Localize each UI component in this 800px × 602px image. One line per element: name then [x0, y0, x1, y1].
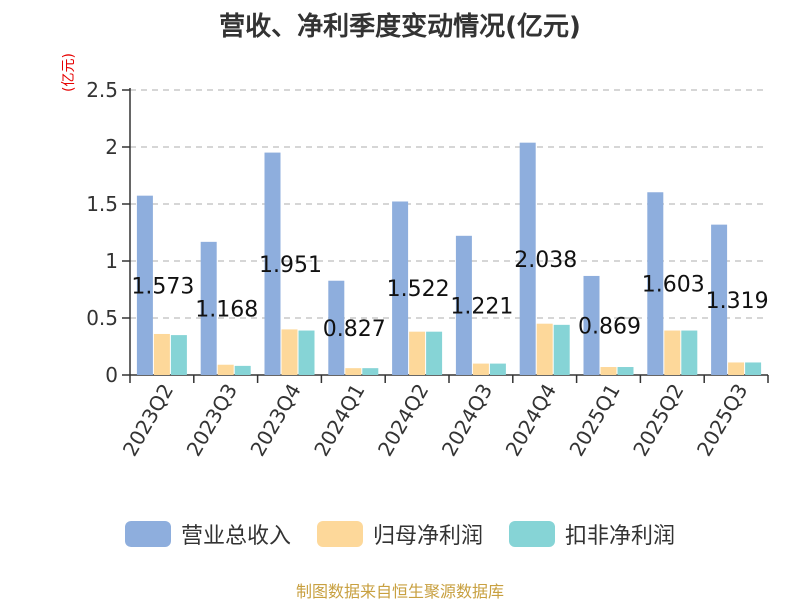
- y-tick-label: 1: [105, 249, 118, 273]
- bar-revenue[interactable]: [200, 241, 217, 375]
- bar-deducted-net-profit[interactable]: [617, 367, 634, 375]
- y-tick-label: 0.5: [86, 306, 118, 330]
- x-tick-label: 2025Q3: [692, 380, 752, 461]
- legend-swatch-deducted-net-profit: [509, 521, 555, 547]
- bar-revenue[interactable]: [583, 275, 600, 375]
- x-tick-label: 2024Q3: [437, 380, 497, 461]
- bar-parent-net-profit[interactable]: [345, 368, 362, 375]
- legend-swatch-revenue: [124, 521, 171, 547]
- bar-deducted-net-profit[interactable]: [489, 363, 506, 375]
- y-tick-label: 1.5: [86, 192, 118, 216]
- bar-parent-net-profit[interactable]: [600, 367, 617, 375]
- data-label-revenue: 1.573: [131, 274, 194, 299]
- bar-deducted-net-profit[interactable]: [362, 368, 379, 375]
- legend-item-deducted-net-profit[interactable]: 扣非净利润: [509, 518, 675, 550]
- bar-parent-net-profit[interactable]: [664, 330, 681, 375]
- bar-parent-net-profit[interactable]: [153, 333, 170, 375]
- chart-title: 营收、净利季度变动情况(亿元): [219, 12, 581, 42]
- legend-label-parent-net-profit: 归母净利润: [372, 524, 483, 549]
- bar-revenue[interactable]: [647, 192, 664, 375]
- bar-revenue[interactable]: [392, 201, 409, 375]
- y-tick-label: 2: [105, 135, 118, 159]
- data-label-revenue: 0.869: [578, 314, 641, 339]
- x-tick-label: 2025Q1: [564, 380, 624, 461]
- bar-parent-net-profit[interactable]: [281, 329, 298, 375]
- bar-revenue[interactable]: [136, 195, 153, 375]
- bar-parent-net-profit[interactable]: [536, 323, 553, 375]
- bar-parent-net-profit[interactable]: [217, 364, 234, 375]
- legend-item-parent-net-profit[interactable]: 归母净利润: [316, 518, 483, 550]
- legend-label-deducted-net-profit: 扣非净利润: [565, 524, 676, 549]
- legend-swatch-parent-net-profit: [316, 521, 363, 547]
- x-tick-label: 2023Q2: [118, 380, 178, 461]
- bar-deducted-net-profit[interactable]: [426, 331, 443, 375]
- data-label-revenue: 0.827: [323, 317, 386, 342]
- bar-parent-net-profit[interactable]: [409, 331, 426, 375]
- chart-legend: 营业总收入 归母净利润 扣非净利润: [0, 518, 800, 550]
- bar-deducted-net-profit[interactable]: [170, 335, 187, 375]
- data-label-revenue: 1.319: [706, 289, 769, 314]
- bar-deducted-net-profit[interactable]: [745, 362, 762, 375]
- x-tick-label: 2025Q2: [628, 380, 688, 461]
- x-tick-label: 2024Q4: [501, 380, 561, 461]
- bar-parent-net-profit[interactable]: [728, 362, 745, 375]
- data-label-revenue: 1.603: [642, 273, 705, 298]
- data-source-note: 制图数据来自恒生聚源数据库: [295, 582, 504, 601]
- data-label-revenue: 1.522: [387, 277, 450, 302]
- bar-revenue[interactable]: [519, 142, 536, 375]
- x-tick-label: 2024Q1: [309, 380, 369, 461]
- bar-parent-net-profit[interactable]: [472, 363, 489, 375]
- bar-deducted-net-profit[interactable]: [234, 365, 251, 375]
- x-tick-label: 2023Q4: [245, 380, 305, 461]
- legend-label-revenue: 营业总收入: [180, 524, 291, 549]
- bar-revenue[interactable]: [711, 224, 728, 375]
- data-label-revenue: 1.168: [195, 297, 258, 322]
- data-label-revenue: 1.221: [450, 294, 513, 319]
- data-label-revenue: 1.951: [259, 253, 322, 278]
- y-tick-label: 0: [105, 363, 118, 387]
- bar-revenue[interactable]: [455, 235, 472, 375]
- bar-revenue[interactable]: [264, 152, 281, 375]
- data-label-revenue: 2.038: [514, 248, 577, 273]
- bar-deducted-net-profit[interactable]: [298, 330, 315, 375]
- x-tick-label: 2024Q2: [373, 380, 433, 461]
- y-tick-label: 2.5: [86, 78, 118, 102]
- x-tick-label: 2023Q3: [182, 380, 242, 461]
- bar-deducted-net-profit[interactable]: [681, 330, 698, 375]
- bar-deducted-net-profit[interactable]: [553, 324, 570, 375]
- legend-item-revenue[interactable]: 营业总收入: [124, 518, 291, 550]
- bar-revenue[interactable]: [328, 280, 345, 375]
